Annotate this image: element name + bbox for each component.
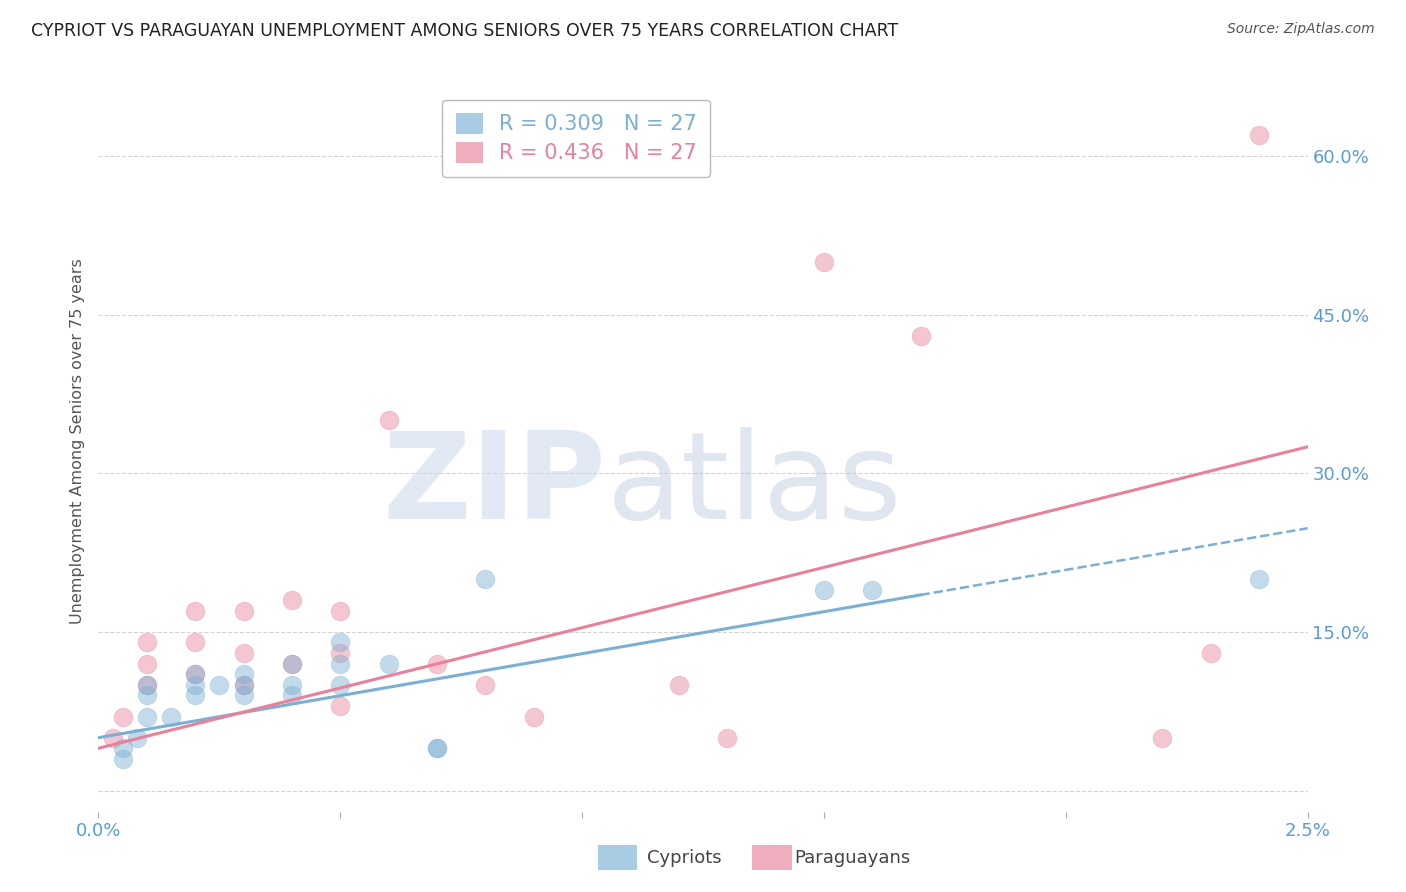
Point (1199, 646, 1222, 660)
Point (232, 604, 254, 618)
Point (208, 678, 231, 692)
Point (377, 413, 399, 427)
Point (1249, 128, 1271, 142)
Point (910, 328, 932, 343)
Point (474, 572, 496, 586)
Point (329, 635, 352, 649)
Point (281, 657, 304, 671)
Point (281, 593, 304, 607)
Point (111, 741, 134, 756)
Point (813, 582, 835, 597)
Point (111, 752, 134, 766)
Point (184, 678, 207, 692)
Point (111, 709, 134, 723)
Point (135, 689, 157, 703)
Point (281, 657, 304, 671)
Point (232, 667, 254, 681)
Point (184, 604, 207, 618)
Point (329, 646, 352, 660)
Y-axis label: Unemployment Among Seniors over 75 years: Unemployment Among Seniors over 75 years (70, 259, 86, 624)
Point (135, 709, 157, 723)
Point (184, 689, 207, 703)
Text: atlas: atlas (606, 427, 901, 544)
Point (232, 646, 254, 660)
Legend: R = 0.309   N = 27, R = 0.436   N = 27: R = 0.309 N = 27, R = 0.436 N = 27 (441, 100, 710, 177)
Point (135, 678, 157, 692)
Point (329, 604, 352, 618)
Bar (752, 845, 792, 870)
Point (474, 678, 496, 692)
Point (135, 678, 157, 692)
Point (101, 731, 124, 745)
Point (426, 657, 449, 671)
Point (184, 667, 207, 681)
Point (127, 731, 149, 745)
Point (329, 698, 352, 713)
Point (426, 741, 449, 756)
Point (232, 678, 254, 692)
Point (281, 689, 304, 703)
Point (813, 254, 835, 268)
Text: Source: ZipAtlas.com: Source: ZipAtlas.com (1227, 22, 1375, 37)
Text: ZIP: ZIP (382, 427, 606, 544)
Text: Cypriots: Cypriots (647, 849, 721, 867)
Point (160, 709, 183, 723)
Point (135, 657, 157, 671)
Point (426, 741, 449, 756)
Bar (598, 845, 637, 870)
Point (329, 657, 352, 671)
Point (1249, 572, 1271, 586)
Text: Paraguayans: Paraguayans (794, 849, 911, 867)
Point (135, 635, 157, 649)
Point (523, 709, 546, 723)
Point (716, 731, 738, 745)
Point (184, 667, 207, 681)
Point (281, 678, 304, 692)
Point (1152, 731, 1174, 745)
Point (232, 689, 254, 703)
Point (232, 678, 254, 692)
Point (860, 582, 883, 597)
Point (329, 678, 352, 692)
Point (668, 678, 690, 692)
Point (184, 635, 207, 649)
Point (377, 657, 399, 671)
Text: CYPRIOT VS PARAGUAYAN UNEMPLOYMENT AMONG SENIORS OVER 75 YEARS CORRELATION CHART: CYPRIOT VS PARAGUAYAN UNEMPLOYMENT AMONG… (31, 22, 898, 40)
